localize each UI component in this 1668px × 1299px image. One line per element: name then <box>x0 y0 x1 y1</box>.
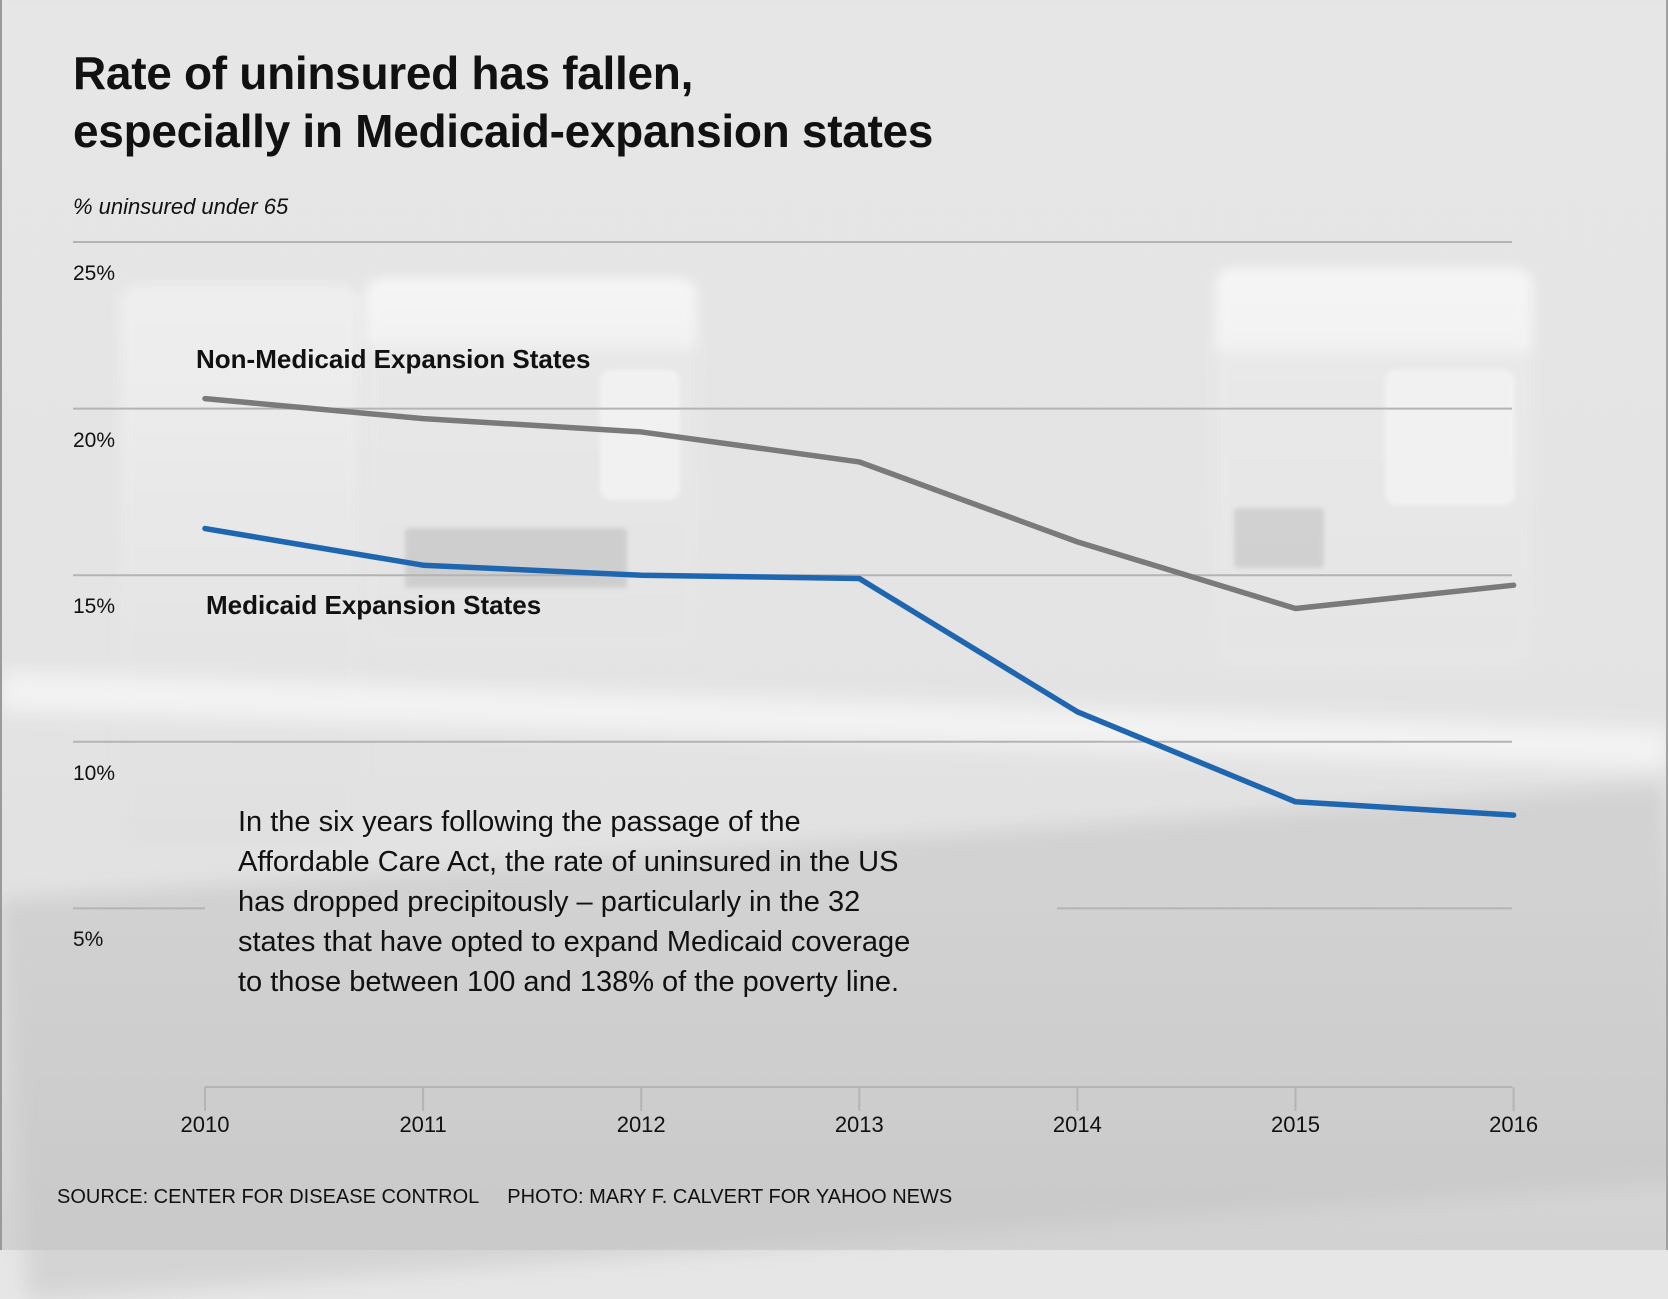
x-tick-label: 2010 <box>181 1112 230 1138</box>
series-label-medicaid: Medicaid Expansion States <box>206 590 541 621</box>
x-tick-label: 2013 <box>835 1112 884 1138</box>
x-tick-label: 2014 <box>1053 1112 1102 1138</box>
x-tick-label: 2016 <box>1489 1112 1538 1138</box>
x-tick-label: 2012 <box>617 1112 666 1138</box>
series-line-medicaid <box>205 529 1514 816</box>
annotation-line: Affordable Care Act, the rate of uninsur… <box>238 842 1038 882</box>
annotation-line: states that have opted to expand Medicai… <box>238 922 1038 962</box>
annotation-line: to those between 100 and 138% of the pov… <box>238 962 1038 1002</box>
photo-credit: PHOTO: MARY F. CALVERT FOR YAHOO NEWS <box>507 1186 952 1208</box>
x-tick-label: 2011 <box>399 1112 446 1138</box>
source-credit: SOURCE: CENTER FOR DISEASE CONTROL <box>57 1186 479 1208</box>
footer-credits: SOURCE: CENTER FOR DISEASE CONTROL PHOTO:… <box>57 1186 952 1209</box>
annotation-text: In the six years following the passage o… <box>238 802 1038 1002</box>
series-label-non-medicaid: Non-Medicaid Expansion States <box>196 344 590 375</box>
y-tick-label: 20% <box>73 429 115 453</box>
x-tick-label: 2015 <box>1271 1112 1320 1138</box>
y-tick-label: 5% <box>73 928 103 952</box>
y-tick-label: 15% <box>73 595 115 619</box>
y-tick-label: 10% <box>73 762 115 786</box>
line-chart <box>0 0 1668 1250</box>
annotation-line: In the six years following the passage o… <box>238 802 1038 842</box>
annotation-line: has dropped precipitously – particularly… <box>238 882 1038 922</box>
y-tick-label: 25% <box>73 262 115 286</box>
